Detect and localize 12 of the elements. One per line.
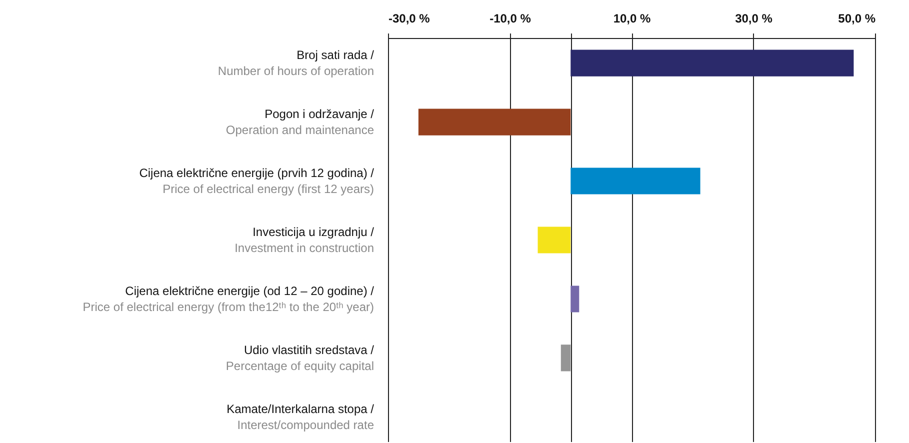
- category-label: Pogon i održavanje / Operation and maintenance: [226, 107, 374, 138]
- category-label: Cijena električne energije (od 12 – 20 godine) / Price of electrical energy (from the12ᵗʰ to the 20ᵗʰ year): [82, 284, 374, 314]
- x-tick-label: 10,0 %: [613, 12, 652, 26]
- category-label: Investicija u izgradnju / Investment in construction: [234, 225, 374, 255]
- x-tick-label: -30,0 %: [388, 12, 430, 26]
- category-label: Kamate/Interkalarna stopa / Interest/compounded rate: [226, 402, 374, 432]
- x-tick-label: 30,0 %: [735, 12, 773, 26]
- category-label: Broj sati rada / Number of hours of operation: [218, 48, 374, 78]
- category-label: Cijena električne energije (prvih 12 godina) / Price of electrical energy (first 12 years): [139, 166, 374, 196]
- x-tick-label: -10,0 %: [490, 12, 532, 26]
- category-label: Udio vlastitih sredstava / Percentage of equity capital: [226, 342, 374, 373]
- x-tick-label: 50,0 %: [838, 12, 876, 26]
